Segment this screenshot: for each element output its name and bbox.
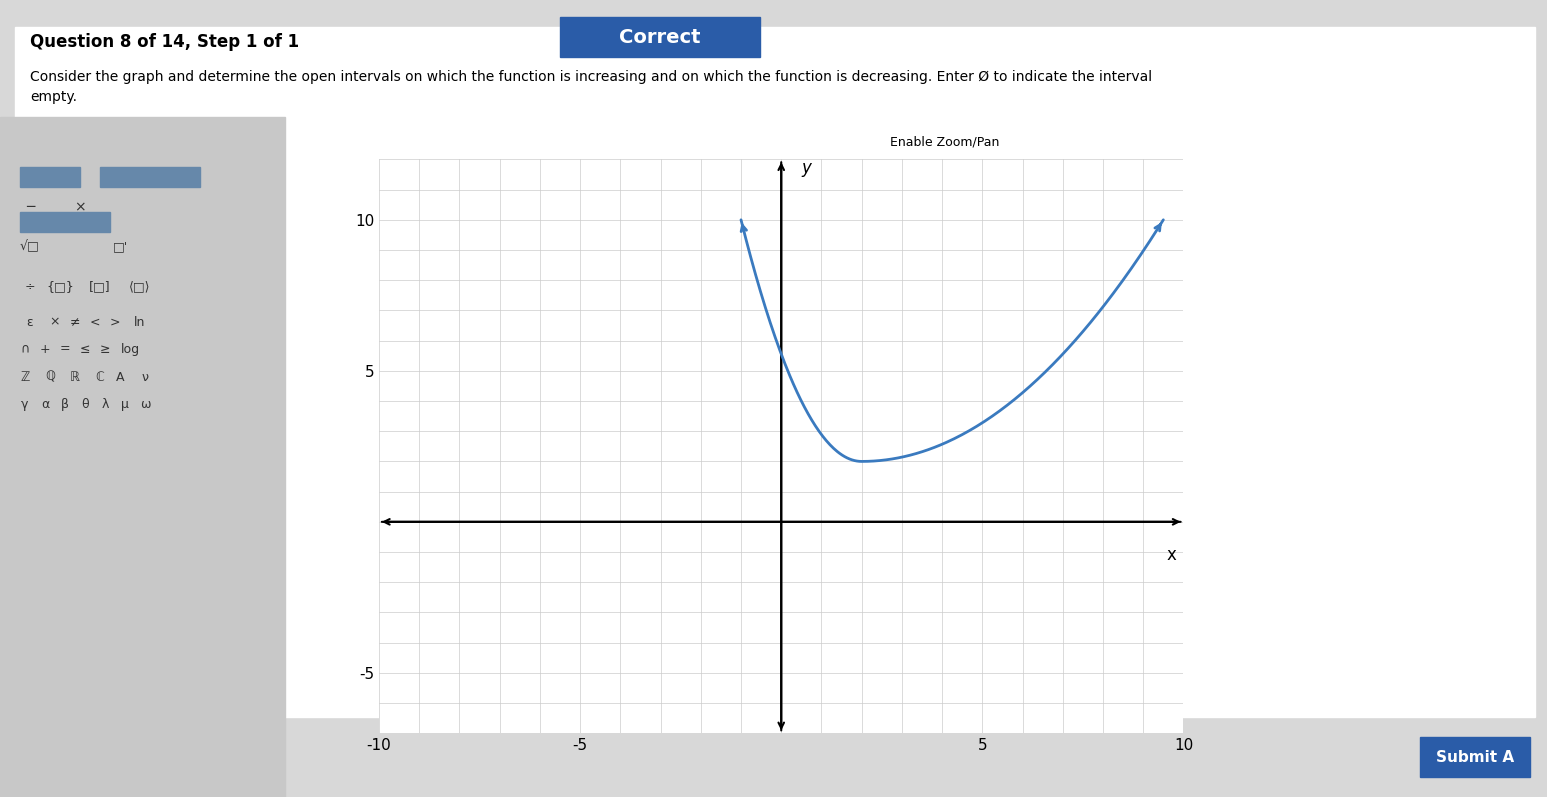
Text: □': □' — [113, 241, 127, 253]
Text: Submit A: Submit A — [1436, 749, 1515, 764]
Text: Consider the graph and determine the open intervals on which the function is inc: Consider the graph and determine the ope… — [29, 70, 1153, 84]
Text: ≥: ≥ — [99, 343, 110, 355]
Text: ×: × — [74, 200, 85, 214]
Text: ν: ν — [141, 371, 149, 383]
Text: μ: μ — [121, 398, 128, 410]
Text: √□: √□ — [20, 241, 40, 253]
Text: >: > — [110, 316, 121, 328]
Text: log: log — [121, 343, 139, 355]
Text: ÷: ÷ — [25, 281, 36, 293]
Bar — [20, 212, 110, 232]
Text: ∩: ∩ — [20, 343, 29, 355]
Text: β: β — [60, 398, 70, 410]
Text: ≠: ≠ — [70, 316, 80, 328]
Text: empty.: empty. — [29, 90, 77, 104]
Bar — [869, 127, 1019, 157]
Text: ─: ─ — [26, 200, 34, 214]
Text: x: x — [1166, 546, 1176, 564]
Text: y: y — [801, 159, 811, 178]
Text: λ: λ — [101, 398, 108, 410]
Text: Question 8 of 14, Step 1 of 1: Question 8 of 14, Step 1 of 1 — [29, 33, 299, 51]
Text: γ: γ — [22, 398, 29, 410]
Text: ≤: ≤ — [80, 343, 90, 355]
Text: ℝ: ℝ — [70, 371, 80, 383]
Bar — [101, 167, 200, 187]
Bar — [1420, 737, 1530, 777]
Text: ω: ω — [139, 398, 150, 410]
Text: +: + — [40, 343, 51, 355]
Text: ε: ε — [26, 316, 34, 328]
Text: ⟨□⟩: ⟨□⟩ — [130, 281, 150, 293]
Text: A: A — [116, 371, 124, 383]
Text: Enable Zoom/Pan: Enable Zoom/Pan — [891, 135, 999, 148]
Text: <: < — [90, 316, 101, 328]
Bar — [20, 167, 80, 187]
Text: [□]: [□] — [90, 281, 111, 293]
Text: ln: ln — [135, 316, 145, 328]
Text: ℂ: ℂ — [96, 371, 104, 383]
Bar — [560, 17, 760, 57]
Bar — [15, 27, 1535, 717]
Text: =: = — [60, 343, 70, 355]
Bar — [0, 117, 285, 797]
Text: Correct: Correct — [619, 28, 701, 46]
Text: ℤ: ℤ — [20, 371, 29, 383]
Text: ×: × — [50, 316, 60, 328]
Text: θ: θ — [80, 398, 88, 410]
Text: {□}: {□} — [46, 281, 74, 293]
Bar — [869, 127, 1019, 157]
Text: α: α — [40, 398, 50, 410]
Text: ℚ: ℚ — [45, 371, 56, 383]
